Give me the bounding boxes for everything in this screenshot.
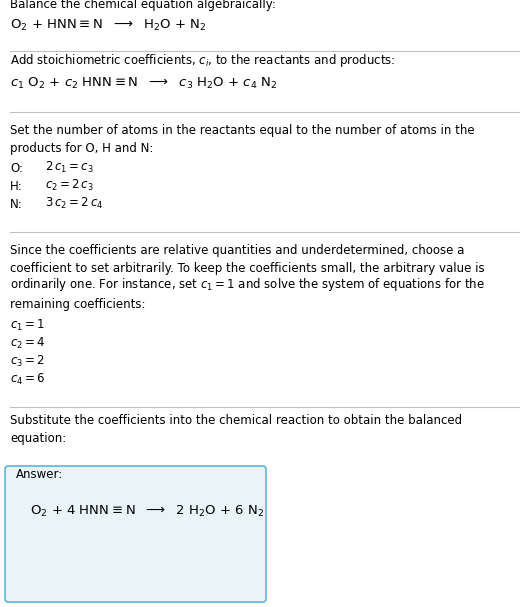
Text: Answer:: Answer: <box>16 468 63 481</box>
Text: products for O, H and N:: products for O, H and N: <box>10 142 153 155</box>
Text: equation:: equation: <box>10 432 66 445</box>
Text: $c_1$ O$_2$ + $c_2$ HNN$\equiv$N  $\longrightarrow$  $c_3$ H$_2$O + $c_4$ N$_2$: $c_1$ O$_2$ + $c_2$ HNN$\equiv$N $\longr… <box>10 76 278 91</box>
Text: $c_4 = 6$: $c_4 = 6$ <box>10 372 45 387</box>
Text: ordinarily one. For instance, set $c_1 = 1$ and solve the system of equations fo: ordinarily one. For instance, set $c_1 =… <box>10 276 485 293</box>
Text: O$_2$ + HNN$\equiv$N  $\longrightarrow$  H$_2$O + N$_2$: O$_2$ + HNN$\equiv$N $\longrightarrow$ H… <box>10 18 206 33</box>
Text: Since the coefficients are relative quantities and underdetermined, choose a: Since the coefficients are relative quan… <box>10 244 464 257</box>
Text: N:: N: <box>10 198 23 211</box>
Text: $c_2 = 4$: $c_2 = 4$ <box>10 336 45 351</box>
Text: O$_2$ + 4 HNN$\equiv$N  $\longrightarrow$  2 H$_2$O + 6 N$_2$: O$_2$ + 4 HNN$\equiv$N $\longrightarrow$… <box>30 504 264 519</box>
Text: $3\,c_2 = 2\,c_4$: $3\,c_2 = 2\,c_4$ <box>45 196 104 211</box>
Text: remaining coefficients:: remaining coefficients: <box>10 298 145 311</box>
Text: Add stoichiometric coefficients, $c_i$, to the reactants and products:: Add stoichiometric coefficients, $c_i$, … <box>10 52 395 69</box>
Text: $c_1 = 1$: $c_1 = 1$ <box>10 318 45 333</box>
Text: Set the number of atoms in the reactants equal to the number of atoms in the: Set the number of atoms in the reactants… <box>10 124 475 137</box>
Text: Balance the chemical equation algebraically:: Balance the chemical equation algebraica… <box>10 0 276 11</box>
Text: O:: O: <box>10 162 23 175</box>
Text: $c_2 = 2\,c_3$: $c_2 = 2\,c_3$ <box>45 178 94 193</box>
Text: coefficient to set arbitrarily. To keep the coefficients small, the arbitrary va: coefficient to set arbitrarily. To keep … <box>10 262 485 275</box>
Text: $2\,c_1 = c_3$: $2\,c_1 = c_3$ <box>45 160 94 175</box>
Text: Substitute the coefficients into the chemical reaction to obtain the balanced: Substitute the coefficients into the che… <box>10 414 462 427</box>
Text: H:: H: <box>10 180 23 193</box>
Text: $c_3 = 2$: $c_3 = 2$ <box>10 354 45 369</box>
FancyBboxPatch shape <box>5 466 266 602</box>
